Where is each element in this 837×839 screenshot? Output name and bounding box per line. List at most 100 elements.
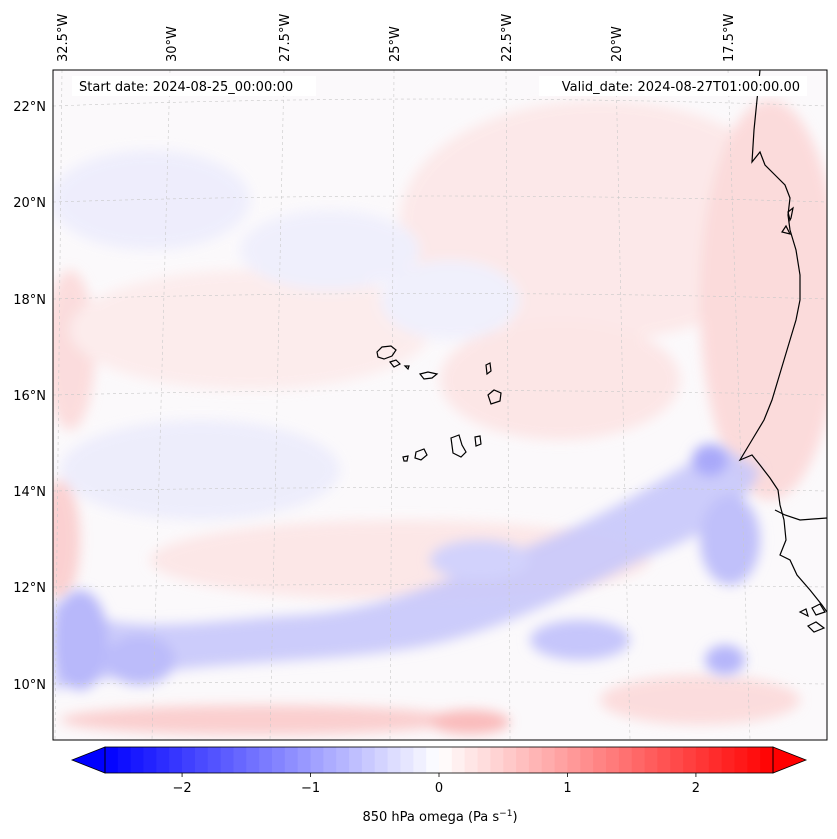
colorbar-segment — [246, 747, 260, 773]
island-santiago — [450, 434, 467, 458]
colorbar-tick-label: −2 — [172, 781, 191, 796]
colorbar-segment — [426, 747, 440, 773]
gridline-parallel — [53, 195, 827, 203]
valid-date-box — [539, 76, 807, 96]
lat-label: 16°N — [13, 389, 46, 404]
coast-bijagos-2 — [806, 621, 826, 633]
lon-label: 30°W — [165, 26, 180, 62]
colorbar-segment — [464, 747, 478, 773]
colorbar-segment — [477, 747, 491, 773]
lon-label: 22.5°W — [500, 14, 515, 62]
gridline-meridian — [54, 70, 63, 740]
lat-label: 22°N — [13, 100, 46, 115]
colorbar-tick-label: 2 — [692, 781, 700, 796]
colorbar-segment — [323, 747, 337, 773]
colorbar-segment — [387, 747, 401, 773]
lat-label: 10°N — [13, 678, 46, 693]
colorbar-extend-max — [772, 746, 808, 774]
colorbar-segment — [670, 747, 684, 773]
colorbar-segment — [567, 747, 581, 773]
map-frame — [52, 69, 828, 741]
colorbar-segment — [361, 747, 376, 773]
colorbar-segment — [336, 747, 350, 773]
colorbar-segment — [233, 747, 247, 773]
gridlines — [53, 70, 827, 740]
colorbar-ticks: −2 −1 0 1 2 — [172, 773, 700, 796]
colorbar-segment — [657, 747, 671, 773]
colorbar-segment — [413, 747, 427, 773]
lat-label: 20°N — [13, 196, 46, 211]
lon-label: 20°W — [610, 26, 625, 62]
colorbar-segment — [349, 747, 363, 773]
colorbar: −2 −1 0 1 2 850 hPa omega (Pa s−1) — [70, 746, 808, 825]
colorbar-segment — [182, 747, 196, 773]
gridline-meridian — [269, 70, 285, 740]
island-fogo — [414, 448, 428, 461]
island-maio — [474, 435, 482, 447]
lat-label: 14°N — [13, 485, 46, 500]
map-panel: Start date: 2024-08-25_00:00:00 Valid_da… — [52, 69, 828, 741]
gridline-meridian — [505, 70, 511, 740]
coast-island-a — [787, 206, 794, 222]
lat-label: 12°N — [13, 581, 46, 596]
colorbar-segment — [284, 747, 299, 773]
coast-island-b — [781, 224, 792, 235]
colorbar-segment — [451, 747, 466, 773]
island-brava — [402, 455, 409, 462]
island-santa-luzia — [403, 365, 410, 371]
lon-label: 32.5°W — [56, 14, 71, 62]
colorbar-segment — [117, 747, 132, 773]
colorbar-segment — [259, 747, 273, 773]
island-sal — [485, 362, 492, 376]
colorbar-segment — [541, 747, 556, 773]
colorbar-tick-label: 1 — [563, 781, 571, 796]
colorbar-segment — [747, 747, 761, 773]
colorbar-segment — [644, 747, 658, 773]
colorbar-segment — [618, 747, 633, 773]
gridline-parallel — [53, 98, 827, 107]
coast-bijagos-3 — [798, 608, 809, 618]
gridline-parallel — [53, 681, 827, 685]
colorbar-segment — [374, 747, 389, 773]
island-sao-vicente — [388, 359, 402, 368]
gridline-meridian — [615, 70, 631, 740]
cap-vert-coastline — [774, 509, 827, 521]
colorbar-segment — [708, 747, 723, 773]
colorbar-segment — [194, 747, 209, 773]
colorbar-tick-label: 0 — [435, 781, 443, 796]
colorbar-label: 850 hPa omega (Pa s−1) — [362, 809, 517, 825]
gridline-meridian — [727, 70, 751, 740]
longitude-labels: 32.5°W 30°W 27.5°W 25°W 22.5°W 20°W 17.5… — [56, 14, 737, 62]
colorbar-segment — [220, 747, 234, 773]
colorbar-segment — [207, 747, 222, 773]
gridline-meridian — [151, 70, 171, 740]
gridline-parallel — [53, 293, 827, 300]
start-date-box — [72, 76, 316, 96]
coast-bijagos-1 — [811, 603, 826, 616]
island-santo-antao — [376, 345, 397, 360]
colorbar-segment — [310, 747, 324, 773]
lon-label: 27.5°W — [278, 14, 293, 62]
colorbar-segment — [695, 747, 710, 773]
colorbar-segment — [760, 747, 774, 773]
colorbar-segments — [105, 747, 774, 773]
start-date-label: Start date: 2024-08-25_00:00:00 — [79, 80, 293, 95]
colorbar-segment — [734, 747, 748, 773]
colorbar-segment — [272, 747, 286, 773]
colorbar-segment — [490, 747, 504, 773]
colorbar-segment — [683, 747, 697, 773]
gridline-parallel — [53, 487, 827, 492]
colorbar-segment — [130, 747, 144, 773]
gridline-parallel — [53, 390, 827, 396]
colorbar-segment — [105, 747, 119, 773]
colorbar-tick-label: −1 — [301, 781, 320, 796]
omega-field — [53, 100, 827, 735]
lon-label: 17.5°W — [722, 14, 737, 62]
colorbar-extend-min — [70, 746, 106, 774]
coastlines — [376, 70, 827, 633]
colorbar-segment — [297, 747, 311, 773]
colorbar-segment — [516, 747, 530, 773]
colorbar-segment — [528, 747, 543, 773]
colorbar-segment — [554, 747, 568, 773]
africa-coastline — [738, 70, 827, 613]
